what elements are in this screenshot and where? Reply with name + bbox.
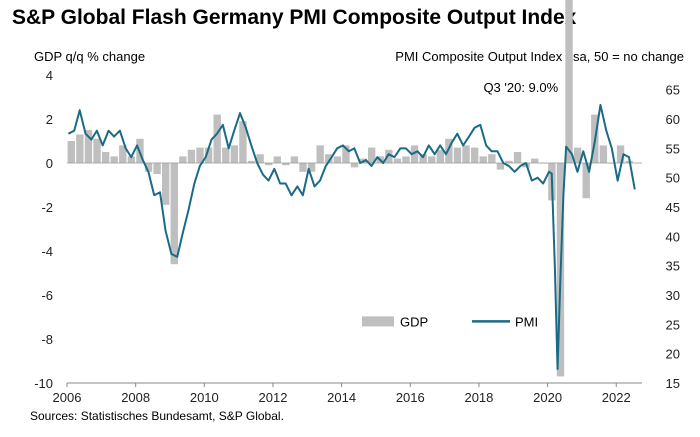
right-tick-label: 15 [666, 376, 680, 391]
x-tick-label: 2006 [53, 390, 82, 405]
gdp-bar [213, 114, 221, 163]
gdp-bar [84, 130, 93, 163]
axis-ticks: 420-2-4-6-8-1065605550454035302520152006… [34, 68, 680, 405]
gdp-bar [307, 163, 316, 172]
gdp-bar [350, 163, 359, 168]
gdp-bar [222, 147, 230, 163]
left-tick-label: 2 [46, 112, 53, 127]
gdp-bar [573, 147, 582, 163]
legend-swatch-gdp [362, 316, 394, 327]
left-tick-label: -2 [41, 200, 53, 215]
gdp-bar [582, 163, 590, 199]
source-note: Sources: Statistisches Bundesamt, S&P Gl… [30, 409, 284, 423]
x-tick-label: 2018 [464, 390, 493, 405]
pmi-line [67, 103, 636, 370]
left-tick-label: -10 [34, 376, 53, 391]
right-tick-label: 40 [666, 229, 680, 244]
gdp-bar [76, 134, 84, 163]
chart-title: S&P Global Flash Germany PMI Composite O… [12, 6, 577, 29]
gdp-bar [101, 152, 110, 163]
right-tick-label: 25 [666, 317, 680, 332]
x-tick-label: 2014 [327, 390, 356, 405]
gdp-bar [402, 156, 410, 163]
right-axis-label: PMI Composite Output Index , sa, 50 = no… [395, 49, 684, 64]
left-axis-label: GDP q/q % change [34, 49, 146, 64]
x-tick-label: 2022 [602, 390, 631, 405]
gdp-bar [385, 149, 393, 163]
gdp-bar [144, 163, 153, 172]
left-tick-label: 0 [46, 156, 53, 171]
gdp-bar [325, 154, 333, 163]
left-tick-label: -8 [41, 332, 53, 347]
legend: GDP PMI [362, 314, 538, 329]
right-tick-label: 55 [666, 141, 680, 156]
gdp-bar [488, 154, 496, 163]
gdp-bar [470, 147, 479, 163]
gdp-bar [170, 163, 178, 265]
right-tick-label: 50 [666, 171, 680, 186]
gdp-bar [410, 145, 419, 163]
gdp-bar [119, 145, 127, 163]
gdp-bar [496, 163, 505, 170]
right-tick-label: 35 [666, 259, 680, 274]
right-tick-label: 30 [666, 288, 680, 303]
x-tick-label: 2012 [259, 390, 288, 405]
gdp-bar [239, 121, 247, 163]
gdp-bar [479, 156, 487, 163]
gdp-bar [531, 158, 539, 163]
gdp-bar [127, 156, 136, 163]
x-tick-label: 2016 [396, 390, 425, 405]
gdp-bar [428, 156, 436, 163]
left-tick-label: 4 [46, 68, 53, 83]
gdp-bar [299, 163, 307, 172]
gdp-bar [187, 149, 196, 163]
gdp-bar [445, 138, 453, 163]
gdp-bar [453, 147, 462, 163]
gdp-bar [230, 145, 239, 163]
gdp-bar [179, 156, 187, 163]
gdp-bar [153, 163, 161, 174]
right-tick-label: 45 [666, 200, 680, 215]
gdp-bar [342, 145, 350, 163]
gdp-bar [93, 138, 101, 163]
gdp-bar [290, 156, 299, 163]
right-tick-label: 65 [666, 83, 680, 98]
gdp-bar [505, 160, 513, 163]
gdp-bar [196, 147, 204, 163]
right-tick-label: 20 [666, 347, 680, 362]
pmi-series [67, 103, 636, 370]
gdp-bar [282, 163, 290, 166]
x-tick-label: 2010 [190, 390, 219, 405]
x-tick-label: 2008 [121, 390, 150, 405]
gdp-bar [67, 141, 75, 163]
gdp-bar [616, 145, 625, 163]
gdp-bar [204, 147, 213, 163]
gdp-bar [436, 149, 445, 163]
gdp-bar [565, 0, 573, 163]
gdp-bar [599, 145, 608, 163]
legend-label-pmi: PMI [515, 314, 538, 329]
gdp-bar [419, 154, 427, 163]
gdp-bar [247, 160, 256, 163]
gdp-bar [367, 147, 376, 163]
legend-label-gdp: GDP [400, 314, 428, 329]
left-tick-label: -4 [41, 244, 53, 259]
gdp-bar [264, 163, 273, 166]
gdp-bar [333, 156, 342, 163]
gdp-bar [462, 145, 470, 163]
x-tick-label: 2020 [533, 390, 562, 405]
gdp-bar [110, 156, 118, 163]
gdp-bar [273, 156, 281, 163]
gdp-bar [256, 154, 264, 163]
gdp-bar [393, 158, 402, 163]
gdp-bar [316, 145, 324, 163]
gdp-bar [513, 152, 522, 163]
right-tick-label: 60 [666, 112, 680, 127]
left-tick-label: -6 [41, 288, 53, 303]
gdp-bar [162, 163, 170, 205]
annotation-label: Q3 '20: 9.0% [483, 80, 558, 95]
